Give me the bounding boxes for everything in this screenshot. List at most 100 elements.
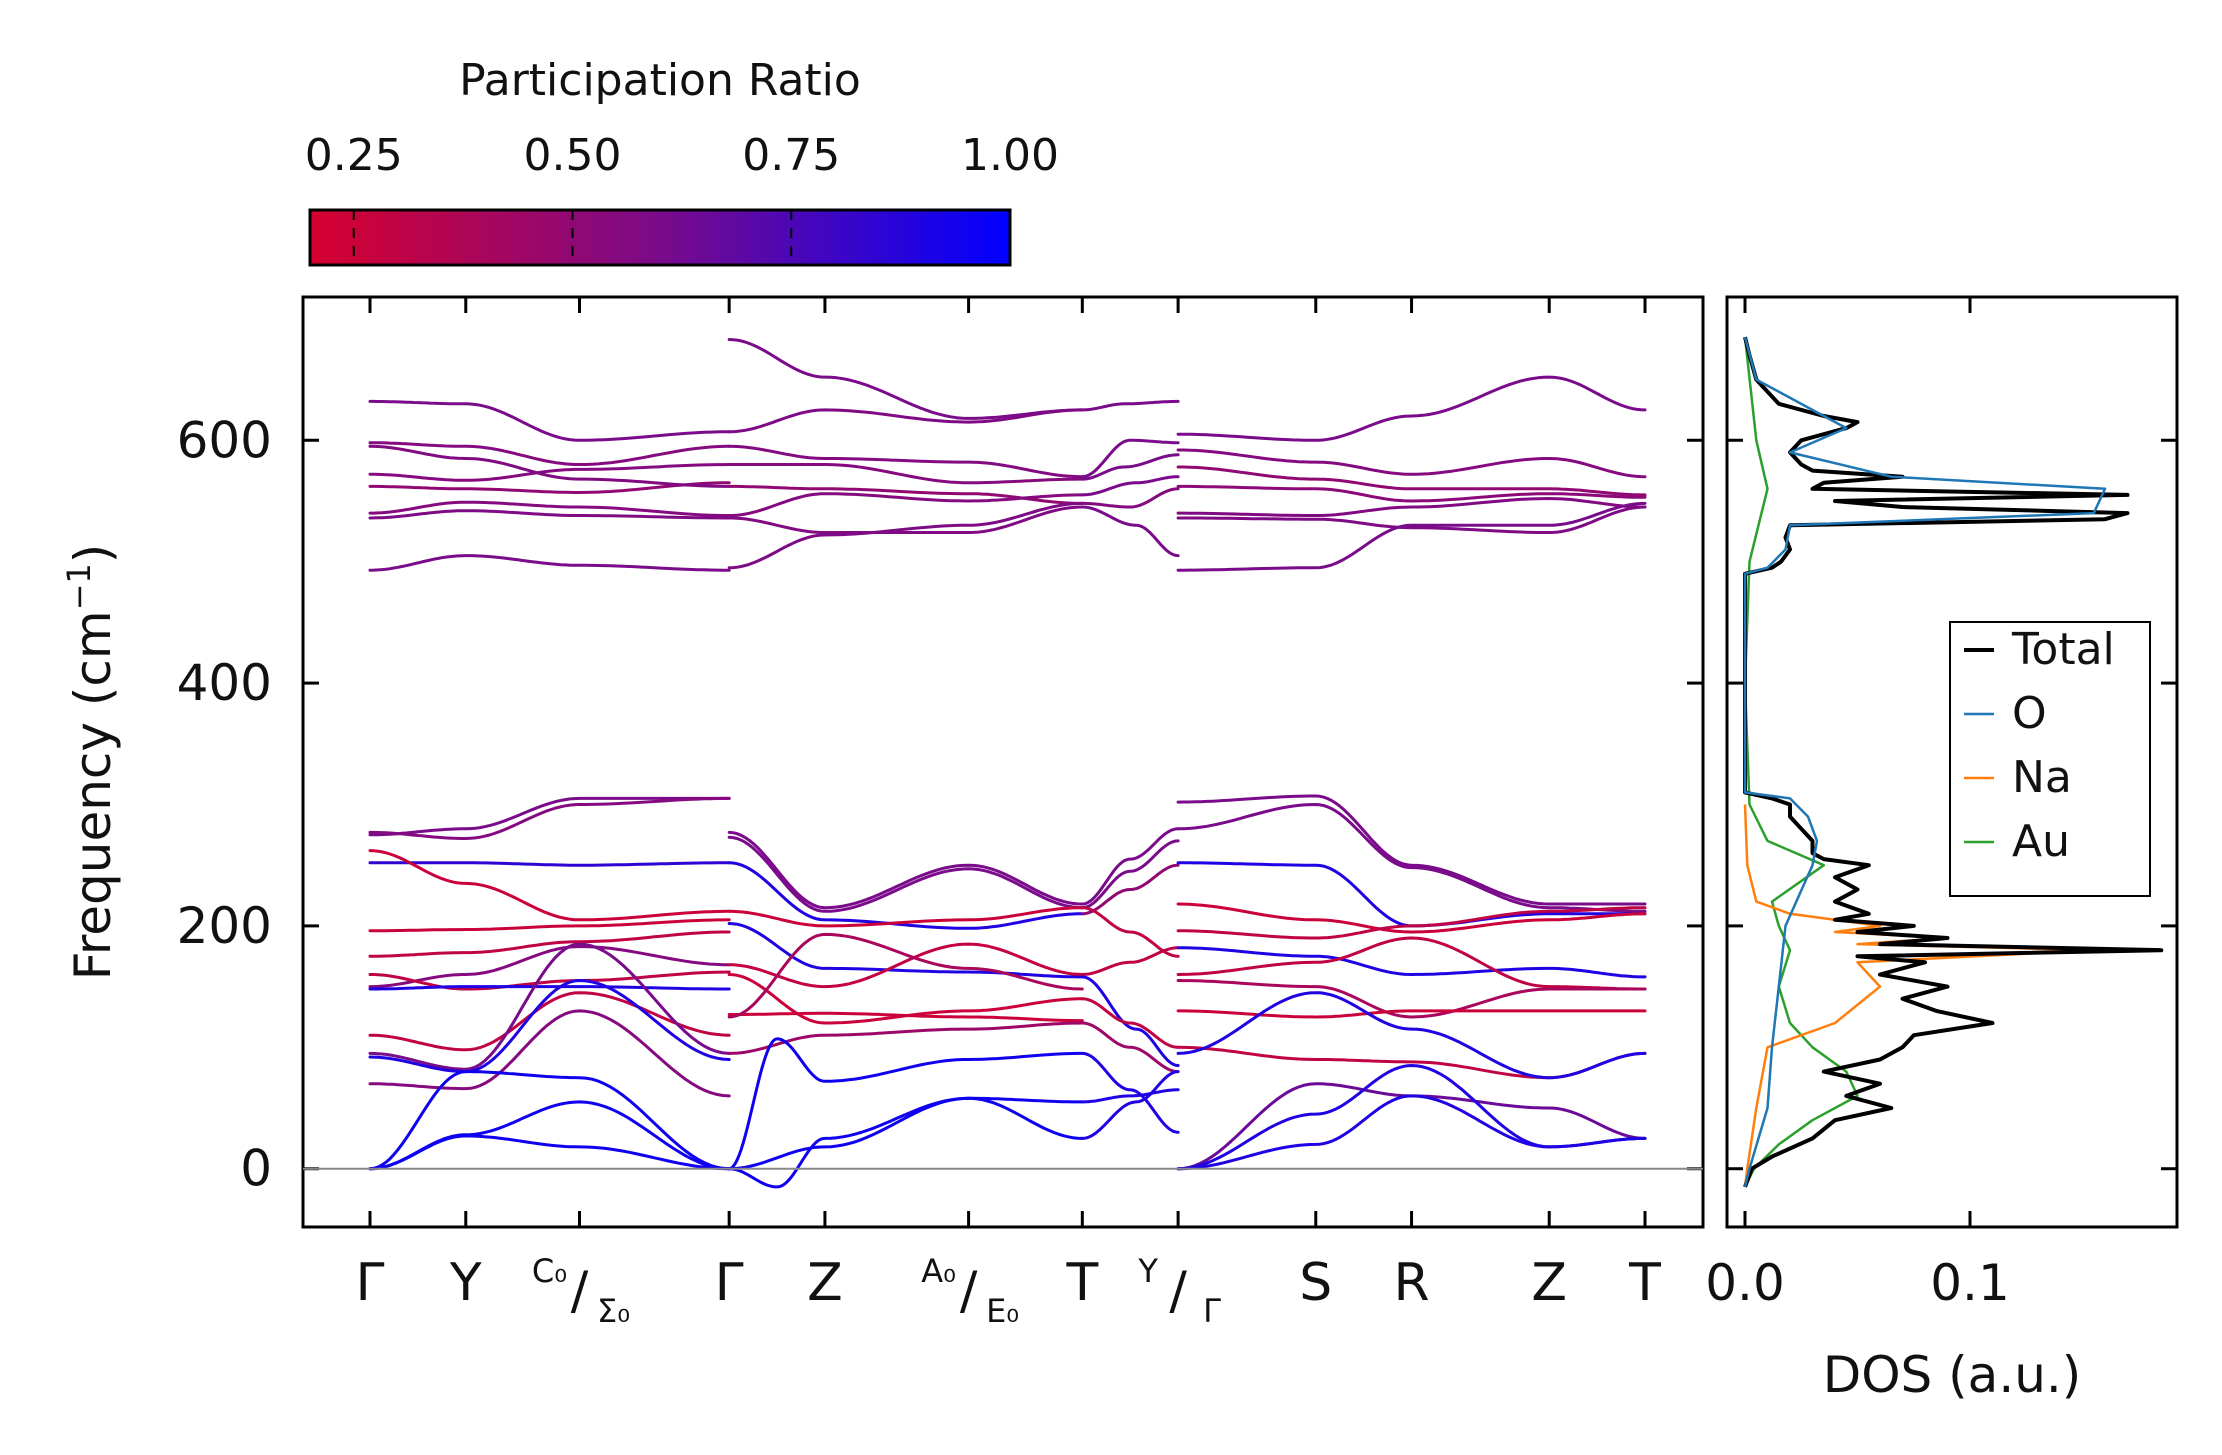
x-tick-label: T [1628, 1253, 1661, 1313]
y-tick-label: 200 [177, 897, 272, 955]
band-branch [1080, 1051, 1180, 1134]
dos-x-axis-label: DOS (a.u.) [1823, 1346, 2082, 1404]
colorbar-tick-label: 0.75 [742, 130, 840, 181]
band-y-axis: 0 200 400 600 [177, 411, 2177, 1198]
x-tick-label: S [1299, 1253, 1332, 1313]
band-branch [727, 830, 1084, 910]
band-branch [1176, 946, 1647, 979]
band-branch [368, 970, 731, 991]
band-branch [1080, 438, 1180, 479]
band-branch [1080, 1088, 1180, 1104]
colorbar: Participation Ratio 0.25 0.50 0.75 1.00 [305, 55, 1059, 267]
band-branch [368, 1070, 731, 1171]
band-branch [1176, 375, 1647, 442]
band-branch [1080, 475, 1180, 497]
band-branch [1176, 1009, 1647, 1019]
x-tick-label: Y [449, 1253, 482, 1313]
band-branch [1080, 1070, 1180, 1140]
band-branch [727, 505, 1084, 534]
band-branch [368, 500, 731, 517]
band-branch [727, 1096, 1084, 1189]
band-branch [1176, 497, 1647, 517]
y-axis-label: Frequency (cm−1) [60, 544, 122, 981]
band-branch [368, 1009, 731, 1098]
dos-x-tick-label: 0.0 [1705, 1254, 1785, 1312]
dos-legend-label: Au [2012, 816, 2070, 867]
band-branch [368, 399, 731, 442]
band-branch [1176, 484, 1647, 503]
band-branch [368, 849, 731, 922]
band-branch [368, 918, 731, 933]
band-branch [1080, 1021, 1180, 1074]
colorbar-ticks: 0.25 0.50 0.75 1.00 [305, 130, 1059, 265]
colorbar-tick-label: 0.50 [524, 130, 622, 181]
dos-legend: Total O Na Au [1949, 621, 2151, 897]
band-branch [727, 835, 1084, 913]
band-branch [727, 501, 1084, 570]
band-branch [1080, 827, 1180, 906]
x-tick-label-slash: / [960, 1261, 978, 1321]
y-tick-label: 400 [177, 654, 272, 712]
band-branch [1176, 505, 1647, 534]
band-branch [1080, 975, 1180, 1067]
x-tick-label: Γ [715, 1253, 744, 1313]
band-branch [1080, 487, 1180, 509]
band-branch [727, 932, 1084, 1019]
band-branch [368, 942, 731, 1071]
band-branch [1080, 906, 1180, 958]
band-branch [1176, 803, 1647, 913]
dos-legend-label: O [2012, 688, 2047, 739]
band-branch [727, 1011, 1084, 1023]
band-plot-frame [301, 295, 1705, 1229]
band-branch [368, 509, 731, 520]
band-branch [1080, 839, 1180, 910]
band-branch [727, 1096, 1084, 1171]
band-branch [368, 796, 731, 840]
band-x-axis: Γ Y C₀ / Σ₀ Γ Z A₀ / E₀ T Y / Γ S R Z T [356, 297, 1661, 1330]
band-branch [1176, 861, 1647, 928]
band-branch [1176, 501, 1647, 572]
x-tick-label-sub: E₀ [986, 1292, 1019, 1330]
dos-series-total [1743, 336, 2164, 1188]
band-branch [727, 1021, 1084, 1055]
band-branch [1080, 505, 1180, 558]
dos-lines [1743, 336, 2164, 1188]
band-branch [1080, 863, 1180, 916]
band-branch [1080, 997, 1180, 1049]
band-branch [727, 338, 1084, 420]
x-tick-label: Z [1531, 1253, 1567, 1313]
x-tick-label: R [1393, 1253, 1429, 1313]
band-branch [1176, 448, 1647, 479]
x-tick-label-top: C₀ [532, 1252, 567, 1290]
dos-panel: 0.0 0.1 DOS (a.u.) Total O Na Au [1705, 295, 2179, 1404]
band-branch [1080, 399, 1180, 412]
y-axis-label-sup: −1 [60, 563, 98, 610]
band-branch [368, 554, 731, 572]
band-branch [727, 444, 1084, 479]
band-branch [1176, 936, 1647, 991]
band-branch [368, 979, 731, 1074]
band-branch [368, 861, 731, 867]
dos-series-o [1743, 336, 2107, 1188]
band-branch [727, 408, 1084, 434]
band-branch [1176, 794, 1647, 906]
x-tick-label-sub: Σ₀ [597, 1292, 630, 1330]
colorbar-gradient [308, 208, 1012, 267]
x-tick-label-sub: Γ [1203, 1292, 1221, 1330]
colorbar-tick-label: 1.00 [961, 130, 1059, 181]
band-branch [727, 906, 1084, 928]
band-branch [368, 481, 731, 494]
y-tick-label: 0 [240, 1140, 272, 1198]
y-axis-label-close: ) [64, 544, 122, 564]
x-tick-label: Γ [356, 1253, 385, 1313]
band-branch [1176, 1094, 1647, 1171]
band-branch [727, 973, 1084, 1025]
band-branch [1176, 465, 1647, 497]
band-branch [1080, 946, 1180, 976]
x-tick-label-slash: / [1169, 1261, 1187, 1321]
band-branch [368, 444, 731, 488]
band-branch [368, 930, 731, 958]
band-branch [368, 441, 731, 466]
